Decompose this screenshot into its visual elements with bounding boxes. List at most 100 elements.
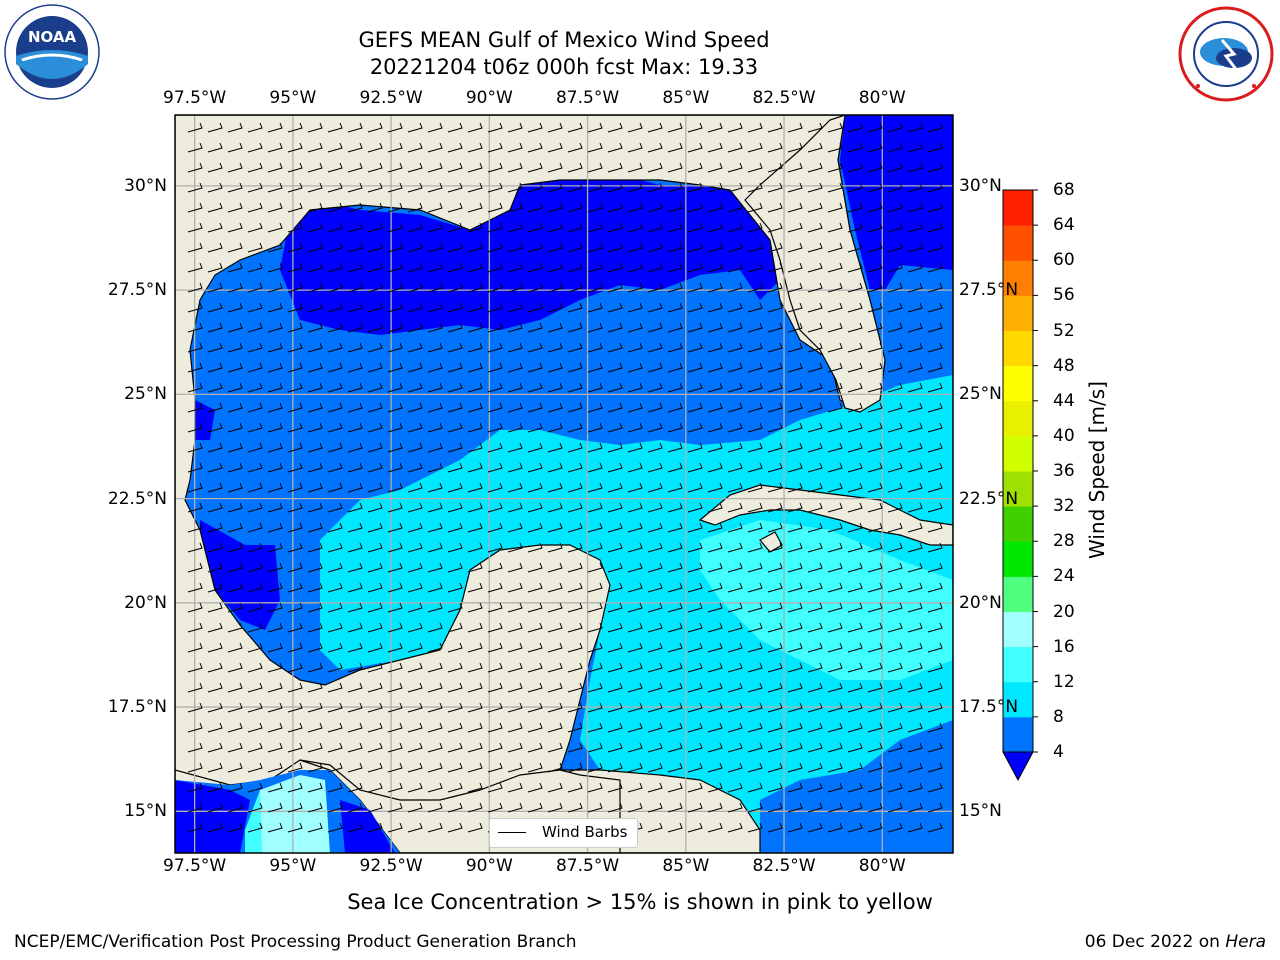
wind-barb [687, 362, 703, 373]
wind-barb [887, 602, 903, 613]
wind-barb [547, 722, 563, 733]
wind-barb [207, 502, 223, 513]
wind-barb [787, 382, 803, 393]
wind-barb [327, 442, 343, 453]
wind-barb [387, 562, 403, 573]
wind-barb [267, 202, 283, 213]
lon-tick-top: 82.5°W [752, 88, 816, 108]
wind-barb [347, 702, 363, 713]
wind-barb [367, 202, 383, 213]
wind-barb [527, 182, 543, 193]
wind-barb [247, 462, 263, 473]
wind-barb [827, 242, 843, 253]
wind-barb [847, 742, 863, 753]
wind-barb [727, 302, 743, 313]
wind-barb [447, 522, 463, 533]
wind-barb [727, 602, 743, 613]
wind-barb [307, 562, 323, 573]
wind-barb [607, 262, 623, 273]
wind-barb [627, 122, 643, 133]
wind-barb [567, 522, 583, 533]
wind-barb [867, 742, 883, 753]
wind-barb [547, 282, 563, 293]
wind-barb [547, 522, 563, 533]
wind-barb [867, 562, 883, 573]
wind-barb [867, 462, 883, 473]
wind-barb [907, 782, 923, 793]
wind-barb [407, 782, 423, 793]
wind-barb [927, 162, 943, 173]
wind-barb [547, 242, 563, 253]
wind-barb [347, 222, 363, 233]
wind-barb [927, 142, 943, 153]
wind-barb [307, 322, 323, 333]
wind-barb [847, 462, 863, 473]
wind-barb [387, 522, 403, 533]
wind-barb [887, 682, 903, 693]
wind-barb [627, 402, 643, 413]
wind-barb [687, 122, 703, 133]
wind-barb [627, 482, 643, 493]
wind-barb [367, 282, 383, 293]
wind-barb [907, 382, 923, 393]
wind-zone-under4-south2 [175, 780, 250, 853]
lon-tick-top: 87.5°W [555, 88, 620, 108]
wind-barb [307, 682, 323, 693]
wind-barb [587, 722, 603, 733]
wind-barb [367, 482, 383, 493]
wind-barb [747, 322, 763, 333]
wind-barb [847, 522, 863, 533]
wind-barb [207, 482, 223, 493]
wind-barb [207, 262, 223, 273]
wind-barb [467, 682, 483, 693]
wind-barb [227, 542, 243, 553]
wind-barb [827, 622, 843, 633]
wind-barb [367, 462, 383, 473]
wind-barb [567, 762, 583, 773]
wind-barb [907, 802, 923, 813]
wind-barb [587, 762, 603, 773]
wind-barb [487, 322, 503, 333]
wind-barb [247, 362, 263, 373]
wind-barb [887, 642, 903, 653]
wind-barb [487, 242, 503, 253]
wind-barb [567, 782, 583, 793]
wind-barb [747, 122, 763, 133]
wind-barb [907, 122, 923, 133]
wind-barb [707, 182, 723, 193]
wind-barb [407, 582, 423, 593]
wind-barb [787, 162, 803, 173]
wind-barb [647, 382, 663, 393]
wind-barb [227, 802, 243, 813]
wind-barb [327, 142, 343, 153]
wind-barb [887, 762, 903, 773]
wind-barb [767, 762, 783, 773]
wind-barb [307, 182, 323, 193]
wind-barb [647, 702, 663, 713]
wind-barb [747, 642, 763, 653]
wind-barb [647, 782, 663, 793]
wind-barb [627, 642, 643, 653]
wind-barb [327, 822, 343, 833]
wind-barb [927, 822, 943, 833]
wind-barb [827, 322, 843, 333]
wind-barb [427, 562, 443, 573]
wind-barb [767, 802, 783, 813]
wind-barb [407, 222, 423, 233]
colorbar-under-arrow [1002, 751, 1034, 782]
wind-barb [807, 762, 823, 773]
wind-barb [527, 722, 543, 733]
wind-barb [867, 262, 883, 273]
wind-barb [367, 422, 383, 433]
wind-barb [847, 302, 863, 313]
wind-barb [547, 682, 563, 693]
wind-barb [267, 542, 283, 553]
wind-barb [427, 302, 443, 313]
wind-barb [687, 222, 703, 233]
wind-barb [407, 822, 423, 833]
wind-barb [627, 382, 643, 393]
wind-barb [387, 422, 403, 433]
wind-barb [467, 462, 483, 473]
wind-barb [567, 622, 583, 633]
wind-barb [367, 322, 383, 333]
